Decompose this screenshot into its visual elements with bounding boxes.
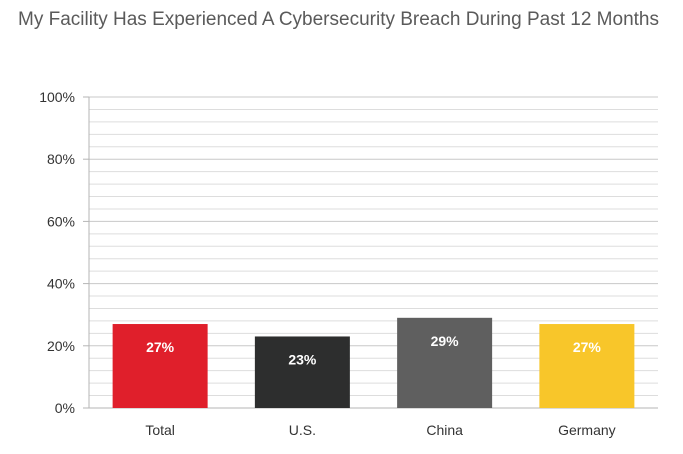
data-labels: 27% 23% 29% 27% [146, 333, 601, 368]
category-label: Total [145, 422, 175, 438]
bar [397, 317, 493, 408]
bar [539, 324, 635, 408]
y-tick-label: 20% [47, 338, 75, 354]
y-tick-label: 80% [47, 151, 75, 167]
data-label: 29% [431, 333, 460, 349]
category-label: Germany [558, 422, 616, 438]
y-tick-label: 40% [47, 276, 75, 292]
bar [254, 336, 350, 408]
bar [112, 324, 208, 408]
y-tick-labels: 0% 20% 40% 60% 80% 100% [39, 89, 89, 416]
y-tick-label: 60% [47, 213, 75, 229]
category-label: U.S. [289, 422, 316, 438]
grid-lines [89, 96, 658, 409]
data-label: 27% [573, 339, 602, 355]
y-tick-label: 0% [55, 400, 75, 416]
data-label: 27% [146, 339, 175, 355]
category-label: China [426, 422, 463, 438]
y-tick-label: 100% [39, 89, 75, 105]
category-labels: Total U.S. China Germany [145, 422, 615, 438]
chart-title: My Facility Has Experienced A Cybersecur… [18, 9, 659, 30]
bars [112, 317, 635, 408]
data-label: 23% [288, 351, 317, 367]
